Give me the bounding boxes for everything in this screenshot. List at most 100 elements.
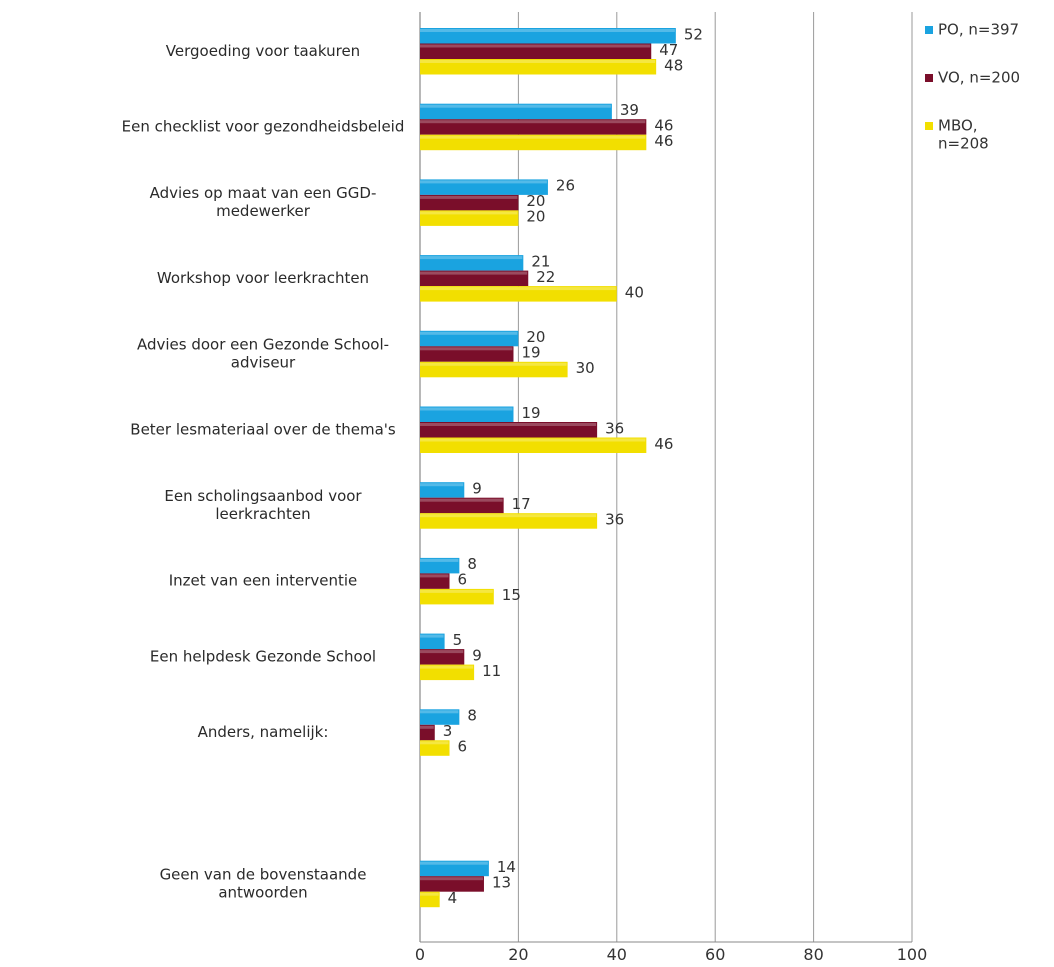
bar-highlight bbox=[420, 120, 646, 124]
bar-highlight bbox=[420, 741, 449, 745]
legend-label: PO, n=397 bbox=[938, 21, 1019, 39]
x-tick-label: 0 bbox=[415, 945, 425, 964]
value-label: 47 bbox=[659, 41, 678, 59]
bar-highlight bbox=[420, 29, 675, 32]
bar bbox=[420, 664, 475, 681]
value-label: 3 bbox=[443, 722, 453, 740]
bar-highlight bbox=[420, 44, 651, 48]
value-label: 46 bbox=[654, 132, 673, 150]
bars bbox=[420, 28, 676, 908]
value-label: 8 bbox=[467, 707, 477, 725]
x-axis-ticks: 0 20 40 60 80 100 bbox=[415, 945, 927, 964]
grid-lines bbox=[419, 12, 913, 943]
value-label: 8 bbox=[467, 555, 477, 573]
category-label: Een checklist voor gezondheidsbeleid bbox=[122, 117, 405, 135]
bar-highlight bbox=[420, 514, 597, 518]
category-labels: Vergoeding voor taakuren Een checklist vo… bbox=[122, 42, 405, 902]
bar bbox=[420, 709, 460, 725]
bar bbox=[420, 573, 450, 589]
bar bbox=[420, 633, 445, 650]
category-label: Een helpdesk Gezonde School bbox=[150, 647, 376, 665]
bar-highlight bbox=[420, 498, 503, 502]
bar-highlight bbox=[420, 589, 493, 593]
value-label: 52 bbox=[684, 25, 703, 43]
x-tick-label: 100 bbox=[897, 945, 928, 964]
bar bbox=[420, 422, 598, 438]
bar-highlight bbox=[420, 60, 656, 63]
bar bbox=[420, 119, 647, 135]
bar bbox=[420, 346, 514, 362]
bar-highlight bbox=[420, 665, 474, 669]
bar bbox=[420, 179, 548, 195]
value-label: 36 bbox=[605, 510, 624, 528]
bar bbox=[420, 891, 440, 908]
bar-highlight bbox=[420, 710, 459, 714]
bar bbox=[420, 482, 465, 498]
bar bbox=[420, 28, 676, 44]
bar-highlight bbox=[420, 574, 449, 578]
value-label: 9 bbox=[472, 646, 482, 664]
value-label: 4 bbox=[448, 889, 458, 907]
category-label: Inzet van een interventie bbox=[169, 572, 358, 590]
category-label: Beter lesmateriaal over de thema's bbox=[130, 420, 396, 438]
value-label: 9 bbox=[472, 479, 482, 497]
bar-highlight bbox=[420, 362, 567, 366]
bar-highlight bbox=[420, 211, 518, 215]
bar bbox=[420, 210, 519, 226]
legend-swatch bbox=[925, 74, 933, 82]
bar-highlight bbox=[420, 135, 646, 139]
bar-highlight bbox=[420, 438, 646, 442]
bar bbox=[420, 361, 568, 378]
bar-highlight bbox=[420, 877, 483, 881]
bar bbox=[420, 134, 647, 151]
bar-highlight bbox=[420, 195, 518, 199]
bar-highlight bbox=[420, 256, 523, 260]
value-label: 19 bbox=[521, 344, 540, 362]
bar-highlight bbox=[420, 287, 616, 291]
bar bbox=[420, 649, 465, 665]
value-label: 20 bbox=[526, 192, 545, 210]
value-label: 6 bbox=[458, 738, 468, 756]
x-tick-label: 40 bbox=[607, 945, 627, 964]
bar-highlight bbox=[420, 331, 518, 335]
bar-highlight bbox=[420, 634, 444, 638]
value-labels: 5247483946462620202122402019301936469173… bbox=[443, 25, 703, 907]
bar-highlight bbox=[420, 892, 439, 896]
bar-highlight bbox=[420, 347, 513, 351]
bar bbox=[420, 286, 617, 302]
bar-highlight bbox=[420, 180, 547, 184]
bar bbox=[420, 497, 504, 514]
value-label: 11 bbox=[482, 662, 501, 680]
value-label: 13 bbox=[492, 873, 511, 891]
value-label: 15 bbox=[502, 586, 521, 604]
legend: PO, n=397 VO, n=200 MBO, n=208 bbox=[925, 21, 1020, 153]
bar bbox=[420, 270, 529, 287]
category-label: Een scholingsaanbod voor leerkrachten bbox=[164, 487, 362, 523]
value-label: 14 bbox=[497, 858, 516, 876]
bar-highlight bbox=[420, 650, 464, 654]
value-label: 22 bbox=[536, 268, 555, 286]
legend-label: MBO, n=208 bbox=[938, 117, 989, 153]
value-label: 26 bbox=[556, 177, 575, 195]
value-label: 20 bbox=[526, 328, 545, 346]
x-tick-label: 60 bbox=[705, 945, 725, 964]
bar bbox=[420, 740, 450, 756]
value-label: 5 bbox=[453, 631, 463, 649]
bar-highlight bbox=[420, 558, 459, 562]
value-label: 6 bbox=[458, 571, 468, 589]
value-label: 46 bbox=[654, 116, 673, 134]
bar-highlight bbox=[420, 407, 513, 411]
bar-highlight bbox=[420, 271, 528, 275]
value-label: 39 bbox=[620, 101, 639, 119]
category-label: Advies door een Gezonde School-adviseur bbox=[137, 336, 389, 372]
category-label: Advies op maat van een GGD-medewerker bbox=[150, 184, 377, 220]
bar bbox=[420, 103, 612, 120]
bar-highlight bbox=[420, 725, 434, 729]
legend-swatch bbox=[925, 122, 933, 130]
bar-highlight bbox=[420, 861, 488, 865]
value-label: 30 bbox=[576, 359, 595, 377]
bar bbox=[420, 860, 489, 877]
bar bbox=[420, 406, 514, 422]
bar bbox=[420, 255, 524, 271]
